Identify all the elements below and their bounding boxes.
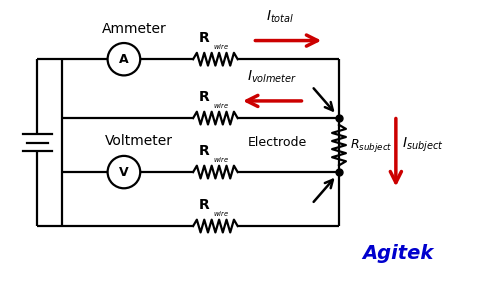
Text: $\mathbf{R}$: $\mathbf{R}$ — [198, 90, 210, 104]
Text: V: V — [119, 166, 128, 178]
Text: A: A — [119, 53, 128, 66]
Text: Agitek: Agitek — [362, 244, 434, 262]
Text: $_{wire}$: $_{wire}$ — [213, 209, 229, 219]
Text: $\mathbf{R}$: $\mathbf{R}$ — [198, 144, 210, 158]
Text: $R_{subject}$: $R_{subject}$ — [350, 136, 393, 154]
Text: Ammeter: Ammeter — [102, 22, 166, 36]
Text: $\mathbf{R}$: $\mathbf{R}$ — [198, 198, 210, 212]
Text: $I_{subject}$: $I_{subject}$ — [402, 136, 444, 154]
Text: $I_{volmeter}$: $I_{volmeter}$ — [247, 68, 298, 85]
Text: Voltmeter: Voltmeter — [105, 134, 173, 148]
Text: $\mathbf{R}$: $\mathbf{R}$ — [198, 32, 210, 46]
Text: $_{wire}$: $_{wire}$ — [213, 42, 229, 52]
Text: $_{wire}$: $_{wire}$ — [213, 101, 229, 111]
Text: Electrode: Electrode — [248, 136, 307, 149]
Text: $I_{total}$: $I_{total}$ — [266, 8, 294, 25]
Text: $_{wire}$: $_{wire}$ — [213, 155, 229, 165]
